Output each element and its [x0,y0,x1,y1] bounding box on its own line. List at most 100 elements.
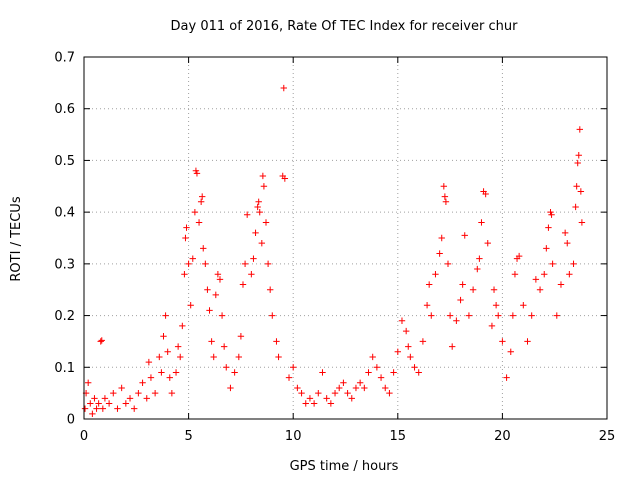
data-point [503,374,510,381]
data-point [310,400,318,407]
data-point [340,379,347,386]
data-point [266,286,274,293]
data-point [189,255,196,262]
data-point [444,260,452,268]
data-point [250,255,257,262]
data-point [172,369,180,376]
axes: 0 5 10 15 20 25 0 0.1 0.2 0.3 0.4 0.5 0.6 0.7 [54,51,615,445]
y-tick-label: 0.3 [54,257,75,272]
data-point [478,219,485,226]
data-point [348,395,355,402]
data-point [160,333,167,340]
data-point [461,232,468,239]
data-point [122,400,130,407]
data-point [241,260,249,268]
data-point [202,260,209,268]
y-tick-label: 0.7 [54,51,75,66]
data-point [198,193,206,200]
data-point [252,229,259,237]
data-point [541,271,548,278]
data-point [220,343,228,350]
plot-frame [83,56,608,420]
data-point [158,369,165,376]
data-point [377,374,385,381]
data-point [344,389,351,397]
data-point [208,338,215,345]
data-point [336,384,343,392]
data-point [256,208,263,216]
data-point [105,400,113,407]
y-axis-label: ROTI / TECUs [9,196,24,281]
data-point [476,255,483,262]
data-point [294,384,301,392]
data-point [227,384,234,392]
data-point [131,405,138,412]
data-point [574,159,581,167]
data-point [181,271,188,278]
data-point [280,84,287,92]
data-point [561,229,569,237]
data-point [423,302,431,309]
data-point [448,343,456,350]
data-point [398,317,406,324]
data-point [260,183,268,190]
data-point [386,389,393,397]
data-point [204,286,211,293]
data-point [191,208,199,216]
data-point [436,250,443,257]
data-point [557,281,565,288]
data-point [520,302,527,309]
data-point [442,198,450,205]
x-tick-label: 20 [494,429,511,444]
data-point [87,400,94,407]
data-point [98,337,105,344]
data-point [570,260,577,268]
data-point [183,224,190,231]
y-tick-label: 0.2 [54,309,75,324]
data-point [269,312,276,319]
data-point [239,281,247,288]
data-point [545,224,552,231]
data-point [415,369,422,376]
data-point [315,389,322,397]
data-point [110,389,117,397]
data-point [259,172,267,180]
data-point [174,343,182,350]
data-point [168,389,176,397]
data-point [411,364,418,371]
data-point [135,389,142,397]
data-point [285,374,293,381]
data-point [425,281,433,288]
data-point [258,239,266,247]
data-point [319,369,326,376]
data-point [528,312,535,319]
data-point [361,384,368,392]
data-point [515,252,523,260]
data-point [206,307,213,314]
data-point [459,281,466,288]
y-tick-label: 0.6 [54,102,75,117]
data-point [474,265,481,273]
data-point [548,211,555,218]
data-point [166,374,173,381]
data-point [438,234,445,242]
data-point [143,395,150,402]
data-point [218,312,226,319]
data-point [84,379,92,386]
data-point [302,400,309,407]
data-point [549,260,556,268]
data-point [352,384,360,392]
data-point [164,348,171,355]
data-point [275,353,282,361]
chart-title: Day 011 of 2016, Rate Of TEC Index for r… [171,19,519,34]
data-point [405,343,412,350]
data-point [262,219,270,226]
data-point [93,405,100,412]
data-point [566,271,573,278]
data-point [507,348,514,355]
x-tick-label: 0 [80,429,88,444]
y-tick-label: 0.4 [54,206,75,221]
data-point [187,302,194,309]
data-point [495,312,502,319]
